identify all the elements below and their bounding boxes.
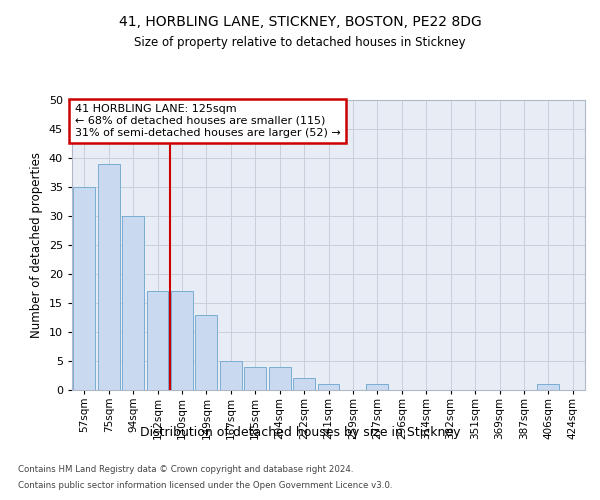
Text: 41 HORBLING LANE: 125sqm
← 68% of detached houses are smaller (115)
31% of semi-: 41 HORBLING LANE: 125sqm ← 68% of detach… [74,104,340,138]
Bar [122,216,144,390]
Bar [98,164,119,390]
Text: Contains HM Land Registry data © Crown copyright and database right 2024.: Contains HM Land Registry data © Crown c… [18,464,353,473]
Bar [171,292,193,390]
Bar [538,384,559,390]
Bar [244,367,266,390]
Bar [367,384,388,390]
Bar [73,187,95,390]
Bar [196,314,217,390]
Text: Contains public sector information licensed under the Open Government Licence v3: Contains public sector information licen… [18,480,392,490]
Bar [317,384,340,390]
Text: Size of property relative to detached houses in Stickney: Size of property relative to detached ho… [134,36,466,49]
Y-axis label: Number of detached properties: Number of detached properties [30,152,43,338]
Bar [293,378,315,390]
Text: 41, HORBLING LANE, STICKNEY, BOSTON, PE22 8DG: 41, HORBLING LANE, STICKNEY, BOSTON, PE2… [119,16,481,30]
Text: Distribution of detached houses by size in Stickney: Distribution of detached houses by size … [140,426,460,439]
Bar [269,367,290,390]
Bar [220,361,242,390]
Bar [146,292,169,390]
